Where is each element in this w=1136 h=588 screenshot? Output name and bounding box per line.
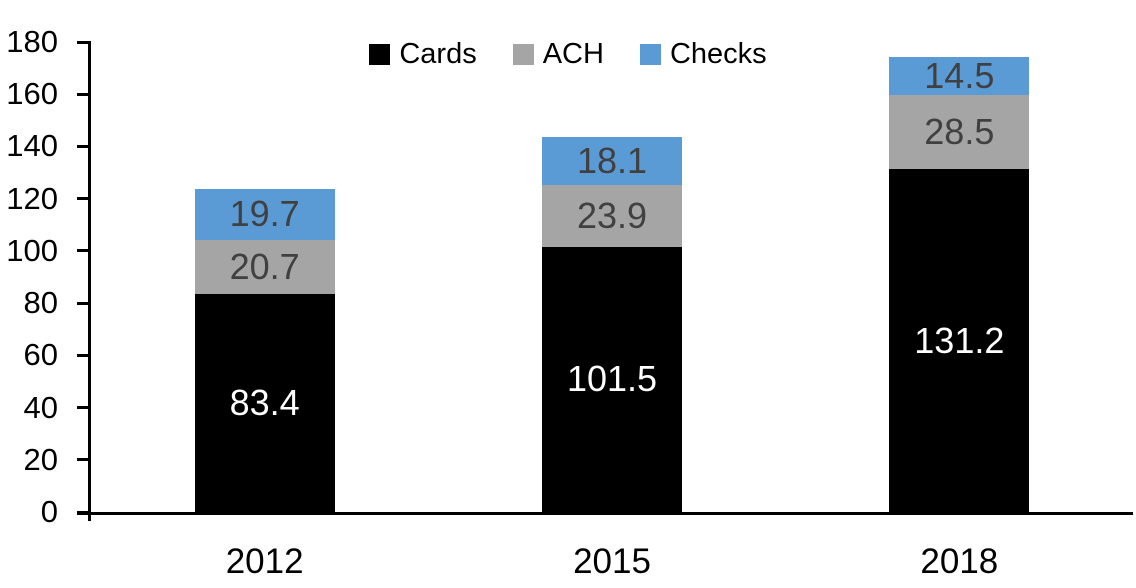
y-axis-tick — [77, 40, 88, 44]
y-axis-tick — [77, 144, 88, 148]
y-axis-tick — [77, 92, 88, 96]
x-axis-line — [77, 512, 1133, 515]
y-axis-tick-label: 160 — [6, 76, 58, 112]
bar-value-label: 18.1 — [576, 139, 648, 181]
bar-segment-checks — [889, 57, 1030, 95]
legend-label: ACH — [542, 38, 604, 70]
bar-value-label: 23.9 — [576, 194, 648, 236]
y-axis-tick-label: 140 — [6, 128, 58, 164]
chart-legend: Cards ACH Checks — [0, 40, 1136, 69]
bar-segment-cards — [194, 294, 335, 512]
y-axis-tick-label: 80 — [23, 285, 58, 321]
legend-item-cards: Cards — [369, 38, 477, 70]
bar-value-label: 101.5 — [566, 358, 658, 400]
y-axis-tick — [77, 197, 88, 201]
x-axis-category-label: 2012 — [225, 542, 304, 581]
bar-value-label: 20.7 — [229, 246, 300, 288]
legend-swatch-icon — [639, 44, 661, 65]
legend-item-ach: ACH — [512, 38, 604, 70]
y-axis-tick-label: 60 — [23, 337, 58, 373]
bar-value-label: 14.5 — [924, 55, 995, 97]
legend-swatch-icon — [369, 44, 391, 65]
x-axis-category-label: 2015 — [573, 542, 651, 581]
bar-value-label: 83.4 — [229, 382, 300, 424]
y-axis-tick — [77, 249, 88, 253]
y-axis-tick-label: 180 — [6, 24, 58, 59]
bar-segment-ach — [889, 95, 1030, 170]
bar-segment-checks — [542, 137, 682, 185]
x-axis-category-label: 2018 — [920, 542, 999, 581]
legend-label: Checks — [669, 38, 767, 70]
y-axis-tick-label: 100 — [6, 232, 58, 268]
legend-label: Cards — [399, 38, 477, 70]
bar-value-label: 19.7 — [229, 193, 300, 235]
y-axis-tick — [77, 406, 88, 410]
y-axis-tick-label: 40 — [23, 389, 58, 425]
y-axis-tick — [77, 301, 88, 305]
bar-value-label: 28.5 — [924, 111, 995, 153]
y-axis-tick-label: 0 — [40, 494, 58, 529]
y-axis-line — [88, 40, 91, 521]
y-axis-tick-label: 120 — [6, 180, 58, 216]
legend-item-checks: Checks — [639, 38, 767, 70]
legend-swatch-icon — [512, 44, 534, 65]
bar-segment-checks — [194, 188, 335, 241]
bar-segment-cards — [889, 169, 1030, 512]
y-axis-tick — [77, 353, 88, 357]
y-axis-tick-label: 20 — [23, 441, 58, 477]
y-axis-tick — [77, 458, 88, 462]
bar-segment-ach — [542, 184, 682, 247]
bar-segment-ach — [194, 240, 335, 295]
bar-segment-cards — [542, 246, 682, 512]
bar-value-label: 131.2 — [914, 319, 1005, 361]
